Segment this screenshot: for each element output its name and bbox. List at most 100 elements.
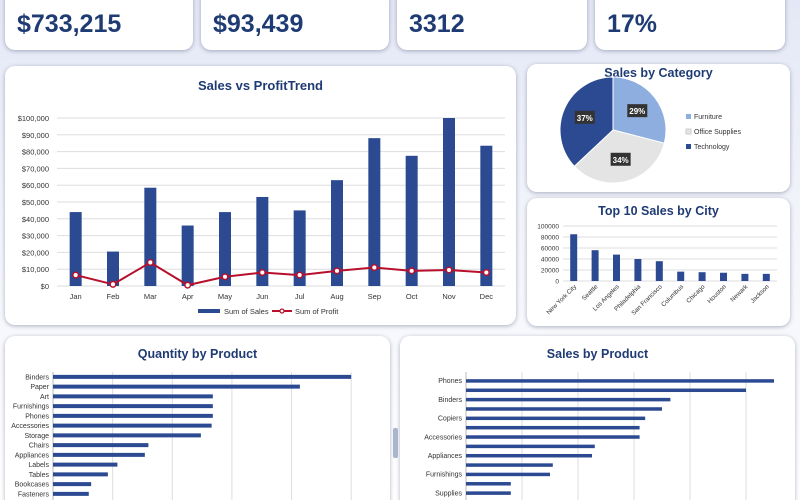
sales-bar bbox=[293, 210, 306, 286]
y-tick-label: Phones bbox=[438, 378, 462, 385]
y-tick-label: 80000 bbox=[541, 235, 559, 242]
product-bar bbox=[466, 379, 774, 383]
profit-point bbox=[109, 280, 117, 288]
y-tick-label: $80,000 bbox=[22, 148, 49, 157]
scrollbar-handle[interactable] bbox=[393, 428, 398, 458]
product-bar bbox=[466, 453, 592, 458]
y-tick-label: 100000 bbox=[537, 224, 559, 231]
y-tick-label: Appliances bbox=[428, 453, 463, 460]
y-tick-label: $70,000 bbox=[22, 164, 49, 173]
x-tick-label: Mar bbox=[144, 292, 157, 301]
pie-label-box bbox=[574, 110, 595, 124]
city-bar bbox=[677, 271, 685, 281]
y-tick-label: Supplies bbox=[435, 490, 462, 497]
sales-by-category-chart: 29% 34% 37% Furniture Office Supplies Technol… bbox=[559, 76, 741, 184]
legend-label-profit: Sum of Profit bbox=[295, 307, 339, 316]
top-cities-card: Top 10 Sales by City 0 20000 40000 60000 800… bbox=[527, 198, 790, 326]
quantity-bar bbox=[53, 491, 89, 496]
y-tick-label: Furnishings bbox=[13, 404, 50, 411]
city-bar bbox=[720, 272, 727, 281]
sales-bar bbox=[331, 180, 343, 286]
chart-title: Sales vs ProfitTrend bbox=[198, 78, 323, 93]
x-tick-label: Seattle bbox=[581, 283, 600, 302]
pie-label-box bbox=[610, 152, 631, 166]
legend-label: Office Supplies bbox=[694, 129, 741, 136]
sales-bar bbox=[69, 212, 82, 286]
kpi-card-profit-margin: 17% bbox=[595, 0, 785, 50]
quantity-bar bbox=[53, 423, 212, 428]
y-tick-label: $0 bbox=[41, 282, 49, 291]
chart-title: Quantity by Product bbox=[137, 347, 258, 361]
kpi-value-total-profit: $93,439 bbox=[213, 10, 304, 38]
x-tick-label: Chicago bbox=[685, 283, 707, 305]
product-bar bbox=[466, 491, 511, 495]
x-tick-label: Dec bbox=[480, 292, 494, 301]
y-tick-label: 20000 bbox=[541, 268, 559, 275]
y-tick-label: $100,000 bbox=[18, 114, 49, 123]
city-bar bbox=[741, 273, 749, 281]
profit-point bbox=[296, 271, 304, 279]
quantity-bar bbox=[53, 433, 201, 438]
sales-bar bbox=[107, 251, 119, 286]
y-tick-label: $50,000 bbox=[22, 198, 49, 207]
x-tick-label: Oct bbox=[406, 292, 419, 301]
legend-label: Technology bbox=[694, 144, 730, 151]
quantity-bar bbox=[53, 413, 213, 418]
product-bar bbox=[466, 482, 511, 486]
legend-marker-profit bbox=[279, 308, 285, 314]
y-tick-label: Copiers bbox=[438, 416, 463, 423]
profit-point bbox=[408, 267, 416, 275]
y-tick-label: $30,000 bbox=[22, 232, 49, 241]
y-tick-label: 60000 bbox=[541, 246, 559, 253]
y-tick-label: 40000 bbox=[541, 257, 559, 264]
sales-bar bbox=[480, 145, 493, 286]
sales-by-product-chart: Phones Binders Copiers Accessories Appliance… bbox=[424, 372, 774, 500]
chart-title: Top 10 Sales by City bbox=[598, 204, 719, 218]
y-tick-label: Binders bbox=[438, 397, 462, 404]
city-bar bbox=[613, 254, 620, 281]
profit-point bbox=[482, 269, 490, 277]
product-bar bbox=[466, 397, 671, 402]
quantity-bar bbox=[53, 404, 213, 409]
kpi-card-total-profit: $93,439 bbox=[201, 0, 389, 50]
sales-by-product-card: Sales by Product Phones Binders Copiers Acc… bbox=[400, 336, 795, 500]
pie-label-box bbox=[627, 104, 648, 118]
product-bar bbox=[466, 435, 640, 439]
city-bar bbox=[698, 272, 706, 281]
x-tick-label: Columbus bbox=[660, 283, 685, 308]
profit-line bbox=[75, 261, 487, 287]
quantity-bar bbox=[53, 374, 352, 379]
sales-bar bbox=[256, 196, 269, 286]
sales-profit-trend-card: Sales vs ProfitTrend $0 $10,000 $20,000 $30… bbox=[5, 66, 516, 325]
product-bar bbox=[466, 416, 646, 421]
profit-point bbox=[221, 273, 229, 281]
y-tick-label: Phones bbox=[25, 413, 49, 420]
y-tick-label: Binders bbox=[25, 374, 49, 381]
product-bar bbox=[466, 472, 550, 477]
y-tick-label: $40,000 bbox=[22, 215, 49, 224]
x-tick-label: Jan bbox=[70, 292, 82, 301]
x-tick-label: Jul bbox=[295, 292, 305, 301]
profit-point bbox=[445, 266, 453, 274]
pie-label: 34% bbox=[613, 156, 629, 165]
kpi-value-profit-margin: 17% bbox=[607, 10, 658, 38]
quantity-bar bbox=[53, 472, 108, 477]
y-tick-label: $10,000 bbox=[22, 265, 49, 274]
quantity-bar bbox=[53, 384, 300, 389]
city-bar bbox=[655, 261, 663, 281]
y-tick-label: 0 bbox=[555, 279, 559, 286]
sales-bar bbox=[368, 138, 381, 286]
profit-point bbox=[146, 258, 154, 267]
legend-label: Furniture bbox=[694, 114, 722, 121]
legend-swatch bbox=[686, 144, 691, 149]
profit-point bbox=[184, 281, 192, 289]
legend-swatch-sales bbox=[198, 309, 220, 313]
x-tick-label: Jun bbox=[256, 292, 268, 301]
y-tick-label: Chairs bbox=[29, 443, 50, 450]
quantity-bar bbox=[53, 443, 149, 448]
sales-bar bbox=[443, 118, 455, 286]
kpi-value-total-sales: $733,215 bbox=[17, 10, 122, 38]
y-tick-label: $20,000 bbox=[22, 248, 49, 257]
y-tick-label: Bookcases bbox=[15, 482, 50, 489]
y-tick-label: Accessories bbox=[11, 423, 49, 430]
